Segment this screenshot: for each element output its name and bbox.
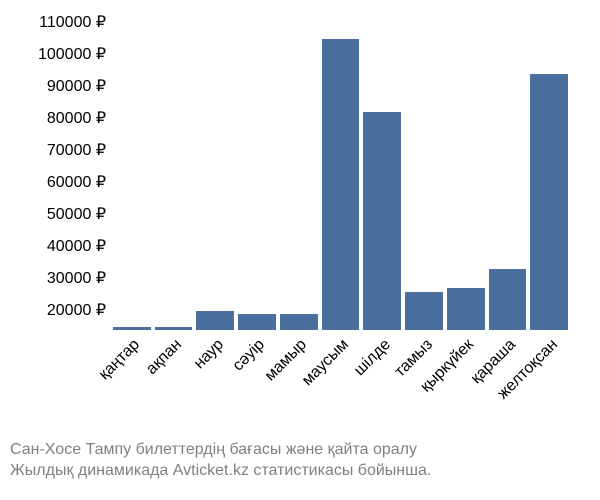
y-tick-label: 100000 ₽ (38, 44, 106, 64)
x-tick-label: наур (190, 336, 227, 373)
x-label-slot: маусым (321, 330, 359, 430)
y-tick-label: 70000 ₽ (47, 140, 106, 160)
caption-line-1: Сан-Хосе Тампу билеттердің бағасы және қ… (10, 439, 590, 461)
chart-caption: Сан-Хосе Тампу билеттердің бағасы және қ… (10, 439, 590, 482)
y-tick-label: 90000 ₽ (47, 76, 106, 96)
bar (489, 269, 527, 330)
x-label-slot: ақпан (154, 330, 192, 430)
x-tick-label: қаңтар (96, 336, 144, 384)
caption-line-2: Жылдық динамикада Avticket.kz статистика… (10, 460, 590, 482)
x-label-slot: наур (196, 330, 234, 430)
bar (530, 74, 568, 330)
bar (280, 314, 318, 330)
bar (238, 314, 276, 330)
x-label-slot: желтоқсан (530, 330, 568, 430)
y-tick-label: 20000 ₽ (47, 300, 106, 320)
y-tick-label: 40000 ₽ (47, 236, 106, 256)
bar (447, 288, 485, 330)
bars-container (111, 10, 570, 330)
y-tick-label: 110000 ₽ (39, 12, 106, 32)
x-axis: қаңтарақпаннаурсәуірмамырмаусымшілдетамы… (110, 330, 570, 430)
x-label-slot: қаңтар (112, 330, 150, 430)
y-tick-label: 30000 ₽ (47, 268, 106, 288)
plot-area (110, 10, 570, 330)
price-chart: 20000 ₽ 30000 ₽ 40000 ₽ 50000 ₽ 60000 ₽ 70000… (20, 10, 580, 430)
x-label-slot: шілде (363, 330, 401, 430)
bar (405, 292, 443, 330)
y-axis: 20000 ₽ 30000 ₽ 40000 ₽ 50000 ₽ 60000 ₽ 70000… (20, 10, 110, 330)
y-tick-label: 50000 ₽ (47, 204, 106, 224)
y-tick-label: 60000 ₽ (47, 172, 106, 192)
bar (322, 39, 360, 330)
bar (363, 112, 401, 330)
y-tick-label: 80000 ₽ (47, 108, 106, 128)
bar (196, 311, 234, 330)
